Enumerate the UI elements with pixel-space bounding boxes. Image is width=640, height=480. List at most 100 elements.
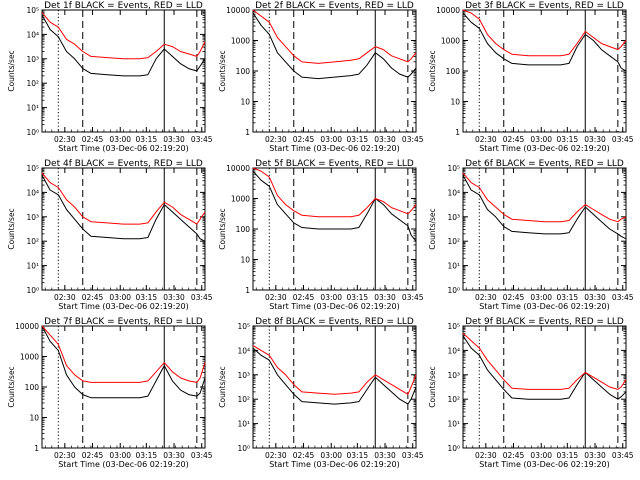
plot-frame	[41, 9, 206, 133]
y-axis-label: Counts/sec	[218, 366, 227, 407]
x-tick-label: 03:45	[402, 451, 424, 460]
x-tick-label: 02:30	[475, 451, 497, 460]
x-tick-label: 02:45	[503, 451, 525, 460]
x-axis-label: Start Time (03-Dec-06 02:19:20)	[269, 460, 400, 469]
y-tick-label: 1	[245, 286, 250, 295]
x-tick-label: 03:45	[191, 293, 213, 302]
x-tick-label: 02:30	[265, 135, 287, 144]
y-tick-label: 100	[446, 67, 461, 76]
x-axis-label: Start Time (03-Dec-06 02:19:20)	[58, 460, 189, 469]
plot-frame	[41, 325, 206, 449]
x-tick-label: 02:30	[54, 451, 76, 460]
y-axis-label: Counts/sec	[218, 50, 227, 91]
x-axis-label: Start Time (03-Dec-06 02:19:20)	[479, 460, 610, 469]
series-line-events	[41, 14, 206, 77]
x-tick-label: 03:15	[557, 451, 579, 460]
y-tick-label: 100	[25, 383, 40, 392]
x-tick-label: 03:30	[374, 293, 396, 302]
series-line-events	[41, 325, 206, 399]
y-tick-label: 10⁵	[237, 322, 250, 331]
y-axis-label: Counts/sec	[428, 50, 437, 91]
y-tick-label: 10⁰	[447, 444, 460, 453]
x-tick-label: 03:30	[163, 451, 185, 460]
x-tick-label: 03:30	[584, 293, 606, 302]
y-tick-label: 10¹	[26, 104, 39, 113]
x-axis-label: Start Time (03-Dec-06 02:19:20)	[269, 144, 400, 153]
x-tick-label: 03:45	[402, 135, 424, 144]
x-tick-label: 03:15	[136, 451, 158, 460]
y-tick-label: 10	[29, 414, 39, 423]
panel-title: Det 6f BLACK = Events, RED = LLD	[465, 159, 624, 169]
y-tick-label: 100	[236, 225, 251, 234]
panel-det-3: Det 3f BLACK = Events, RED = LLD 1 10 100 10…	[428, 1, 634, 153]
panel-det-6: Det 6f BLACK = Events, RED = LLD 10⁰ 10¹ 10…	[428, 159, 634, 311]
y-tick-label: 10⁵	[26, 6, 39, 15]
series-line-lld	[41, 172, 206, 225]
x-tick-label: 03:15	[347, 451, 369, 460]
y-tick-label: 10⁵	[26, 164, 39, 173]
y-axis-label: Counts/sec	[218, 208, 227, 249]
x-tick-label: 02:30	[54, 135, 76, 144]
y-tick-label: 1000	[231, 195, 250, 204]
panel-det-5: Det 5f BLACK = Events, RED = LLD 1 10 100 10…	[218, 159, 424, 311]
x-tick-label: 03:30	[163, 135, 185, 144]
series-line-lld	[462, 172, 627, 223]
x-tick-label: 02:30	[265, 293, 287, 302]
x-tick-label: 03:45	[191, 451, 213, 460]
x-tick-label: 02:30	[475, 293, 497, 302]
series-line-lld	[252, 345, 417, 395]
y-tick-label: 10000	[226, 6, 250, 15]
y-tick-label: 1	[245, 128, 250, 137]
panel-det-2: Det 2f BLACK = Events, RED = LLD 1 10 100 10…	[218, 1, 424, 153]
y-axis-label: Counts/sec	[428, 366, 437, 407]
x-tick-label: 02:45	[293, 135, 315, 144]
panel-title: Det 2f BLACK = Events, RED = LLD	[255, 1, 414, 11]
y-tick-label: 10²	[447, 237, 460, 246]
y-tick-label: 10⁴	[26, 30, 39, 39]
panel-det-9: Det 9f BLACK = Events, RED = LLD 10⁰ 10¹ 10…	[428, 317, 634, 469]
y-tick-label: 10	[240, 256, 250, 265]
y-tick-label: 1000	[441, 37, 460, 46]
panel-det-8: Det 8f BLACK = Events, RED = LLD 10⁰ 10¹ 10…	[218, 317, 424, 469]
y-tick-label: 10000	[15, 322, 39, 331]
y-tick-label: 10000	[436, 6, 460, 15]
y-tick-label: 10¹	[447, 420, 460, 429]
series-line-lld	[41, 325, 206, 383]
series-line-events	[252, 347, 417, 405]
panel-title: Det 9f BLACK = Events, RED = LLD	[465, 317, 624, 327]
y-tick-label: 10⁵	[447, 164, 460, 173]
y-tick-label: 10³	[447, 213, 460, 222]
y-tick-label: 10¹	[237, 420, 250, 429]
x-tick-label: 03:15	[136, 135, 158, 144]
x-tick-label: 03:45	[402, 293, 424, 302]
x-tick-label: 02:30	[54, 293, 76, 302]
x-axis-label: Start Time (03-Dec-06 02:19:20)	[58, 302, 189, 311]
y-tick-label: 10⁵	[447, 322, 460, 331]
y-tick-label: 10³	[237, 371, 250, 380]
y-tick-label: 10	[450, 98, 460, 107]
x-tick-label: 03:00	[109, 135, 131, 144]
x-tick-label: 03:15	[136, 293, 158, 302]
y-tick-label: 10¹	[447, 262, 460, 271]
panel-title: Det 3f BLACK = Events, RED = LLD	[465, 1, 624, 11]
y-axis-label: Counts/sec	[428, 208, 437, 249]
x-tick-label: 03:30	[584, 135, 606, 144]
y-tick-label: 10⁰	[447, 286, 460, 295]
series-line-events	[462, 175, 627, 240]
panel-title: Det 7f BLACK = Events, RED = LLD	[44, 317, 203, 327]
x-tick-label: 02:45	[293, 451, 315, 460]
x-tick-label: 03:30	[374, 451, 396, 460]
x-tick-label: 03:45	[612, 293, 634, 302]
y-tick-label: 10⁴	[26, 188, 39, 197]
y-axis-label: Counts/sec	[7, 50, 16, 91]
x-tick-label: 02:30	[265, 451, 287, 460]
x-tick-label: 03:00	[530, 451, 552, 460]
plot-frame	[462, 167, 627, 291]
series-line-events	[462, 335, 627, 400]
panel-det-4: Det 4f BLACK = Events, RED = LLD 10⁰ 10¹ 10…	[7, 159, 213, 311]
x-axis-label: Start Time (03-Dec-06 02:19:20)	[269, 302, 400, 311]
x-tick-label: 03:30	[584, 451, 606, 460]
x-tick-label: 02:45	[82, 135, 104, 144]
x-tick-label: 02:30	[475, 135, 497, 144]
